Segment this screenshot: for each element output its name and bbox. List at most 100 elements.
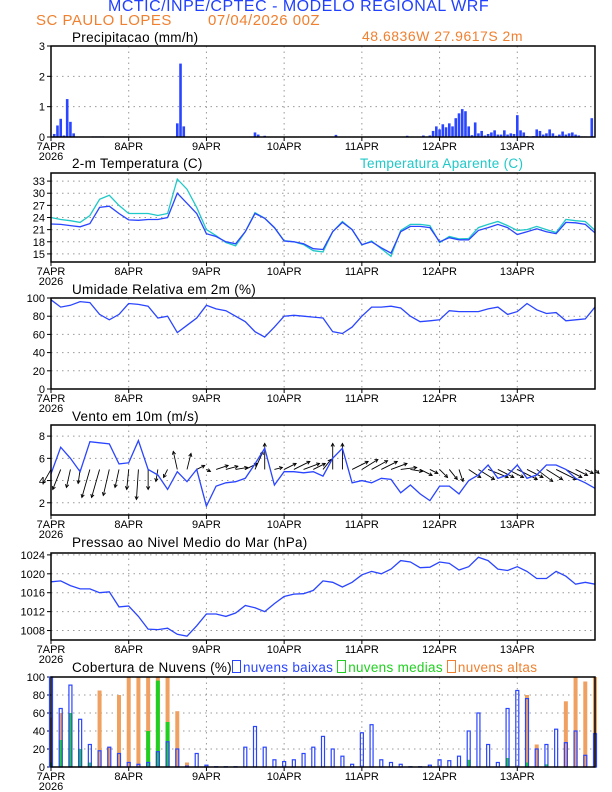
wind-arrow	[171, 450, 178, 470]
precip-bar	[567, 133, 571, 137]
wind-arrow	[361, 458, 379, 470]
precip-bar	[428, 135, 432, 137]
wind-arrow	[517, 469, 539, 481]
precip-bar	[72, 133, 75, 137]
wind-arrow-head	[444, 473, 449, 479]
wind-arrow	[487, 469, 510, 479]
wind-arrow-head	[113, 483, 118, 489]
precip-bar	[59, 118, 63, 137]
low-cloud-bar	[340, 755, 345, 768]
wind-arrow-shaft	[439, 469, 448, 478]
wind-arrow-shaft	[351, 461, 369, 470]
wind-arrow-head	[234, 464, 239, 469]
y-tick-label: 1012	[21, 607, 45, 619]
wind-arrow-head	[374, 458, 379, 463]
wind-arrow-head	[224, 464, 230, 469]
wind-arrow	[468, 469, 482, 478]
y-tick-label: 4	[39, 476, 45, 488]
precip-bar	[438, 129, 441, 137]
wind-arrow	[555, 469, 577, 481]
plot-frame	[50, 297, 596, 390]
wind-arrow	[283, 462, 297, 470]
x-tick-label: 12APR	[422, 266, 457, 278]
low-cloud-bar	[486, 743, 491, 768]
wind-arrow-head	[460, 477, 465, 483]
x-tick-label: 9APR	[192, 771, 221, 783]
panel-5: 0 20 40 60 80 100 7APR 8APR 9APR 10APR 11APR 12APR 1…	[27, 672, 598, 792]
precip-bar	[422, 135, 425, 137]
x-tick-label: 11APR	[345, 771, 379, 783]
x-tick-label: 13APR	[500, 266, 535, 278]
precip-bar	[62, 135, 66, 137]
high-cloud-bar	[563, 701, 568, 767]
wind-arrow	[381, 460, 399, 470]
plot-frame	[50, 172, 596, 263]
wind-arrow	[90, 469, 101, 499]
precip-bar	[256, 134, 260, 137]
x-tick-label: 9APR	[192, 266, 221, 278]
wind-arrow-head	[428, 472, 433, 477]
wind-arrow-head	[262, 442, 267, 447]
wind-arrow-head	[549, 478, 554, 483]
wind-arrow-head	[340, 442, 345, 447]
wind-arrow-shaft	[155, 469, 159, 482]
wind-arrow	[134, 469, 139, 501]
wind-arrow	[254, 450, 264, 470]
wind-arrow-shaft	[565, 469, 583, 478]
wind-arrow-head	[278, 466, 284, 471]
wind-arrow	[390, 462, 408, 470]
precip-bar	[512, 133, 516, 137]
y-tick-label: 2	[39, 498, 45, 510]
precip-bar	[538, 130, 542, 137]
low-cloud-bar	[301, 752, 306, 768]
wind-arrow-shaft	[216, 465, 229, 470]
legend-low-swatch	[231, 660, 241, 673]
x-tick-label: 10APR	[267, 141, 302, 153]
wind-arrow-shaft	[478, 469, 495, 480]
precip-bar	[467, 126, 471, 137]
wind-arrow-shaft	[274, 467, 283, 470]
wind-arrow-shaft	[381, 461, 398, 470]
high-cloud-bar	[534, 744, 539, 767]
precip-bar	[545, 133, 548, 137]
x-tick-label: 7APR	[37, 141, 66, 153]
wind-arrow-shaft	[507, 469, 524, 478]
y-tick-label: 0	[39, 384, 45, 396]
wind-arrow-shaft	[546, 469, 563, 480]
wind-arrow-shaft	[283, 463, 297, 470]
y-tick-label: 3	[39, 41, 45, 53]
apparent-temp-line	[50, 177, 596, 258]
x-tick-label: 10APR	[267, 519, 302, 531]
wind-arrow-head	[330, 442, 335, 447]
y-tick-label: 1024	[21, 550, 45, 562]
wind-arrow	[186, 452, 193, 470]
low-cloud-bar	[476, 712, 481, 768]
mid-cloud-bar	[68, 713, 73, 767]
wind-arrow	[206, 468, 212, 473]
wind-arrow	[507, 469, 525, 479]
x-tick-label: 7APR	[37, 519, 66, 531]
x-tick-label: 12APR	[422, 771, 457, 783]
rh-title: Umidade Relativa em 2m (%)	[72, 282, 257, 297]
precip-bar	[535, 129, 539, 137]
precip-bar	[490, 132, 493, 137]
precip-bar	[561, 131, 564, 137]
wind-arrow	[575, 469, 589, 477]
legend-mid-label: nuvens medias	[348, 660, 443, 675]
wind-arrow	[65, 469, 71, 489]
wind-arrow-head	[51, 485, 56, 491]
wind-title: Vento em 10m (m/s)	[72, 409, 199, 424]
precip-bar	[571, 132, 574, 137]
wind-arrow-head	[90, 493, 95, 499]
x-year-label: 2026	[39, 151, 63, 163]
wind-arrow-shaft	[235, 467, 248, 470]
y-tick-label: 40	[33, 348, 45, 360]
wind-arrow	[330, 442, 335, 470]
plot-frame	[50, 552, 596, 641]
wind-arrow	[124, 469, 130, 491]
wind-arrow	[400, 465, 418, 470]
precip-bar	[69, 121, 72, 137]
high-cloud-bar	[126, 677, 131, 767]
wind-arrow	[146, 469, 151, 491]
legend-high-label: nuvens altas	[457, 660, 538, 675]
